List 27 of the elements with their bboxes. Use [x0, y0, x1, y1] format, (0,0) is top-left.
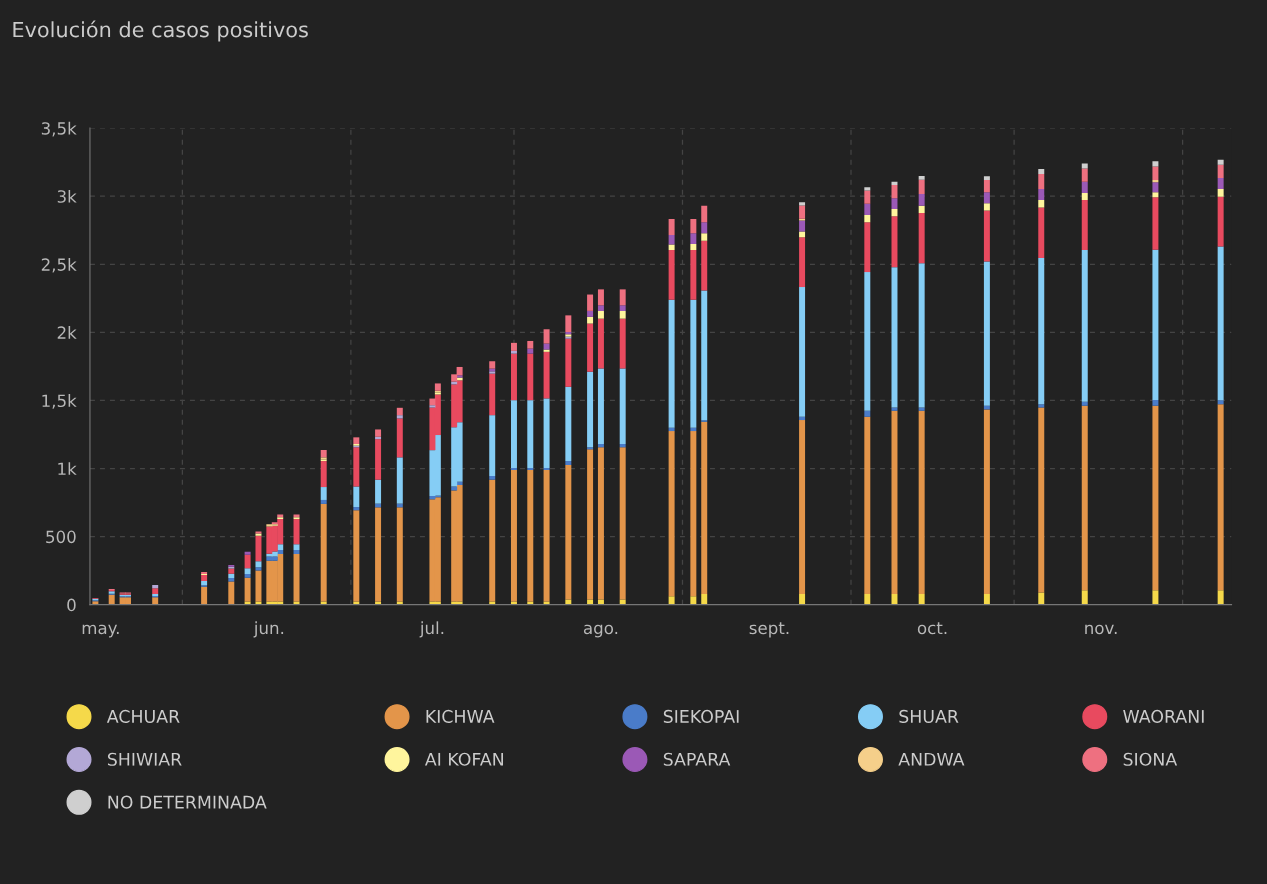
legend-label: NO DETERMINADA	[108, 795, 267, 809]
y-tick-label: 3k	[57, 189, 77, 203]
y-tick-label: 3,5k	[41, 121, 77, 137]
y-tick-label: 2k	[57, 326, 77, 339]
legend-label: SIONA	[1123, 752, 1178, 766]
x-tick-label: jul.	[419, 621, 444, 638]
y-tick-label: 0	[67, 598, 76, 612]
legend-label: ANDWA	[898, 752, 965, 766]
legend-label: AI KOFAN	[424, 752, 503, 766]
x-tick-label: jun.	[253, 621, 284, 638]
x-tick-label: oct.	[917, 622, 947, 635]
y-tick-label: 1,5k	[42, 394, 77, 409]
legend-label: SHUAR	[899, 709, 959, 723]
legend-label: ACHUAR	[106, 709, 180, 723]
y-tick-label: 1k	[58, 462, 77, 475]
y-tick-label: 2,5k	[41, 257, 77, 273]
legend-label: SIEKOPAI	[663, 709, 739, 723]
x-tick-label: may.	[82, 624, 119, 638]
x-tick-label: nov.	[1085, 624, 1117, 635]
legend-label: SAPARA	[663, 752, 731, 766]
legend-label: KICHWA	[426, 709, 495, 723]
x-tick-label: sept.	[749, 622, 789, 638]
chart-title: Evolución de casos positivos	[13, 20, 308, 42]
legend-label: WAORANI	[1123, 709, 1204, 723]
legend-label: SHIWIAR	[107, 752, 182, 766]
x-tick-label: ago.	[583, 624, 618, 638]
y-tick-label: 500	[46, 530, 76, 544]
